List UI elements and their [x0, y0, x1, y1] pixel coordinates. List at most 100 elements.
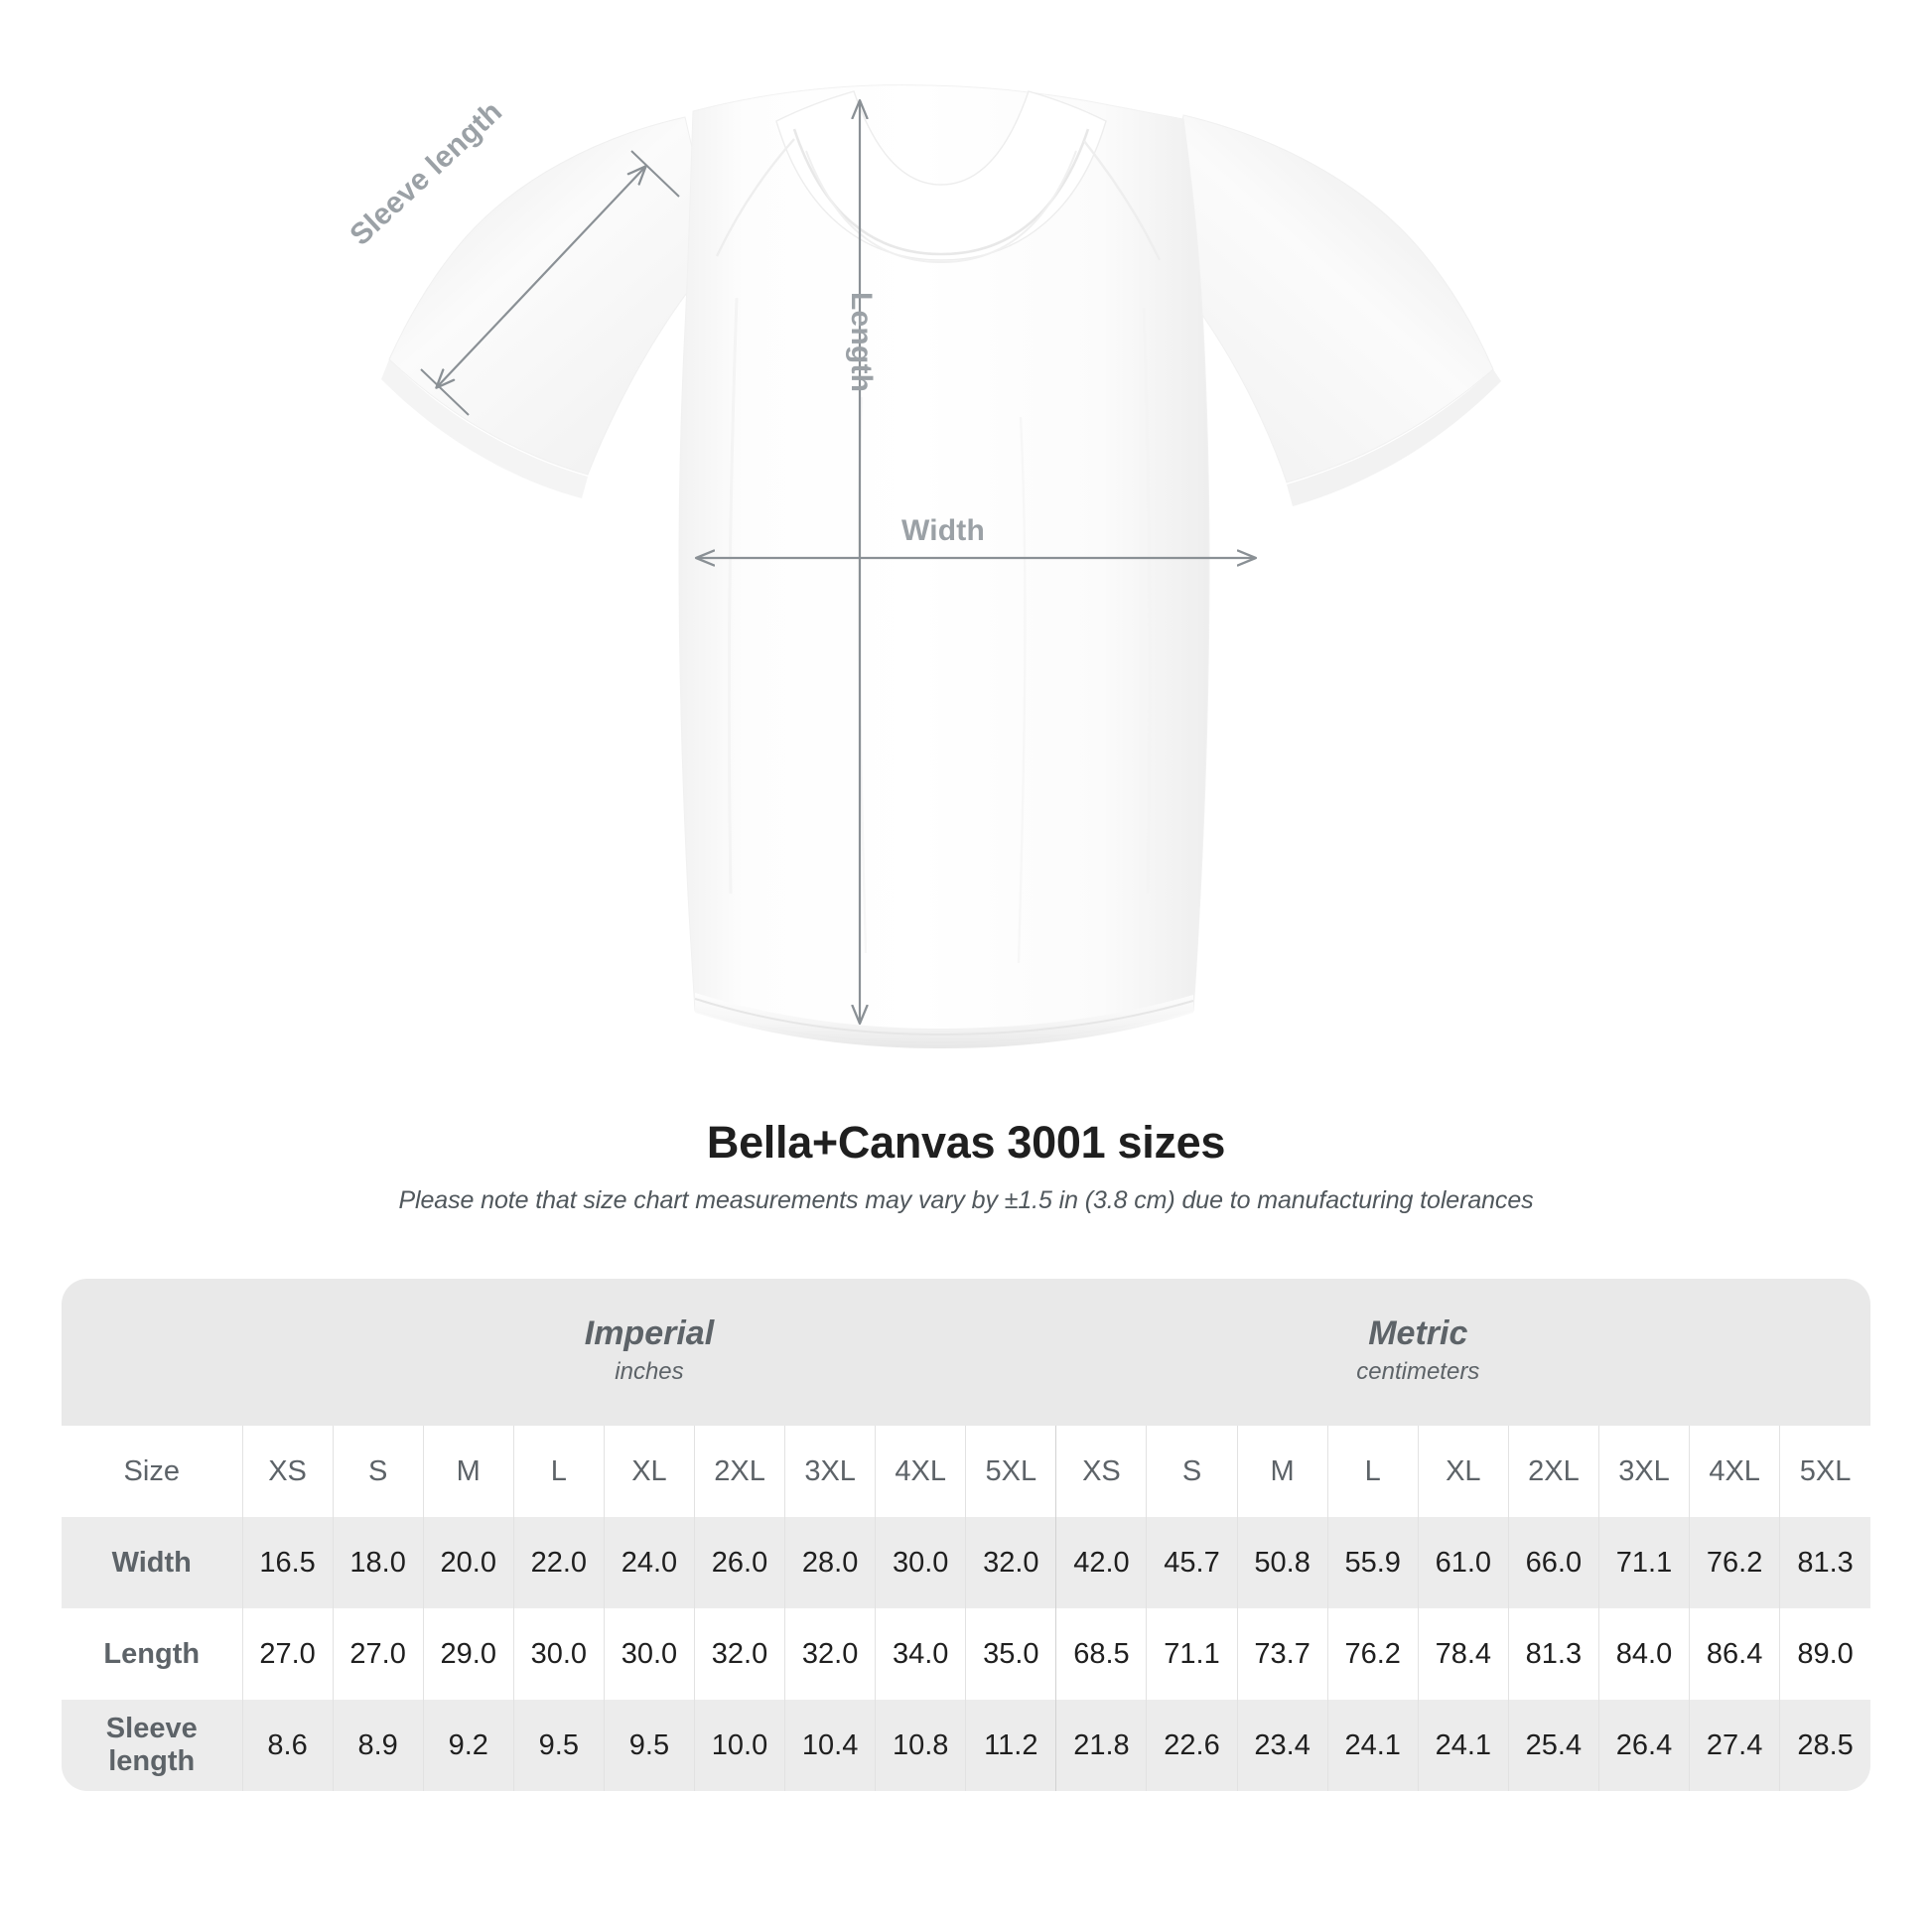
table-cell: 9.5 [603, 1700, 695, 1791]
table-cell: 50.8 [1236, 1517, 1328, 1608]
size-header-cell: XS [241, 1426, 334, 1517]
table-cell: 22.0 [512, 1517, 605, 1608]
size-header-cell: M [1236, 1426, 1328, 1517]
size-header-cell: S [332, 1426, 424, 1517]
size-header-cell: 4XL [875, 1426, 966, 1517]
table-cell: 9.2 [422, 1700, 514, 1791]
size-header-cell: 3XL [1597, 1426, 1690, 1517]
table-cell: 76.2 [1689, 1517, 1780, 1608]
table-cell: 26.0 [693, 1517, 785, 1608]
table-cell: 32.0 [965, 1517, 1056, 1608]
table-cell: 27.4 [1689, 1700, 1780, 1791]
heading-block: Bella+Canvas 3001 sizes Please note that… [0, 1117, 1932, 1215]
table-cell: 30.0 [875, 1517, 966, 1608]
table-cell: 24.1 [1417, 1700, 1509, 1791]
width-label: Width [901, 514, 986, 547]
size-header-cell: S [1146, 1426, 1238, 1517]
size-header-cell: 3XL [784, 1426, 876, 1517]
table-cell: 42.0 [1055, 1517, 1147, 1608]
size-header-cell: 4XL [1689, 1426, 1780, 1517]
table-cell: 81.3 [1507, 1608, 1599, 1700]
table-cell: 71.1 [1597, 1517, 1690, 1608]
table-cell: 89.0 [1779, 1608, 1870, 1700]
table-cell: 25.4 [1507, 1700, 1599, 1791]
size-header-cell: M [422, 1426, 514, 1517]
size-header-cell: L [1326, 1426, 1419, 1517]
table-cell: 24.0 [603, 1517, 695, 1608]
unit-group-imperial: Imperial inches [242, 1279, 1056, 1426]
unit-group-imperial-unit: inches [615, 1357, 684, 1385]
table-cell: 28.0 [784, 1517, 876, 1608]
table-cell: 32.0 [693, 1608, 785, 1700]
unit-group-row: Imperial inches Metric centimeters [62, 1279, 1870, 1426]
table-cell: 8.6 [241, 1700, 334, 1791]
table-cell: 78.4 [1417, 1608, 1509, 1700]
table-cell: 81.3 [1779, 1517, 1870, 1608]
unit-row-end-spacer [1779, 1279, 1870, 1426]
table-cell: 66.0 [1507, 1517, 1599, 1608]
table-cell: 34.0 [875, 1608, 966, 1700]
size-header-cell: XS [1055, 1426, 1147, 1517]
table-cell: 18.0 [332, 1517, 424, 1608]
table-cell: 32.0 [784, 1608, 876, 1700]
size-header-cell: XL [603, 1426, 695, 1517]
size-chart-table: Imperial inches Metric centimeters Size … [62, 1279, 1870, 1791]
unit-group-metric-unit: centimeters [1356, 1357, 1480, 1385]
size-header-cell: XL [1417, 1426, 1509, 1517]
table-cell: 23.4 [1236, 1700, 1328, 1791]
unit-group-metric-name: Metric [1368, 1314, 1468, 1353]
row-label: Width [62, 1517, 243, 1608]
table-cell: 30.0 [512, 1608, 605, 1700]
table-cell: 10.8 [875, 1700, 966, 1791]
table-cell: 26.4 [1597, 1700, 1690, 1791]
table-cell: 29.0 [422, 1608, 514, 1700]
table-cell: 11.2 [965, 1700, 1056, 1791]
table-cell: 71.1 [1146, 1608, 1238, 1700]
tshirt-diagram [381, 84, 1501, 1048]
row-label: Length [62, 1608, 243, 1700]
table-cell: 30.0 [603, 1608, 695, 1700]
page-subtitle: Please note that size chart measurements… [398, 1186, 1534, 1214]
size-header-cell: 2XL [1507, 1426, 1599, 1517]
table-cell: 61.0 [1417, 1517, 1509, 1608]
garment-illustration: Sleeve length Length Width [344, 84, 1501, 1048]
table-cell: 84.0 [1597, 1608, 1690, 1700]
table-cell: 27.0 [241, 1608, 334, 1700]
table-cell: 10.0 [693, 1700, 785, 1791]
size-table-wrapper: Imperial inches Metric centimeters Size … [62, 1279, 1870, 1791]
table-cell: 35.0 [965, 1608, 1056, 1700]
unit-group-imperial-name: Imperial [584, 1314, 715, 1353]
table-cell: 55.9 [1326, 1517, 1419, 1608]
size-header-cell: 5XL [965, 1426, 1056, 1517]
size-header-label: Size [62, 1426, 243, 1517]
table-cell: 86.4 [1689, 1608, 1780, 1700]
table-cell: 8.9 [332, 1700, 424, 1791]
table-cell: 22.6 [1146, 1700, 1238, 1791]
unit-group-metric: Metric centimeters [1055, 1279, 1780, 1426]
size-header-cell: 5XL [1779, 1426, 1870, 1517]
table-cell: 24.1 [1326, 1700, 1419, 1791]
row-label: Sleeve length [62, 1700, 243, 1791]
size-header-cell: 2XL [693, 1426, 785, 1517]
sleeve-dimension-arrow [420, 150, 680, 416]
unit-row-spacer [62, 1279, 243, 1426]
table-cell: 27.0 [332, 1608, 424, 1700]
table-row: Width 16.5 18.0 20.0 22.0 24.0 26.0 28.0… [62, 1517, 1870, 1608]
page-title: Bella+Canvas 3001 sizes [706, 1117, 1226, 1168]
size-header-cell: L [512, 1426, 605, 1517]
table-cell: 20.0 [422, 1517, 514, 1608]
table-cell: 10.4 [784, 1700, 876, 1791]
table-cell: 68.5 [1055, 1608, 1147, 1700]
table-cell: 21.8 [1055, 1700, 1147, 1791]
table-cell: 76.2 [1326, 1608, 1419, 1700]
table-cell: 9.5 [512, 1700, 605, 1791]
tshirt-body-shape [381, 84, 1501, 1048]
table-row: Length 27.0 27.0 29.0 30.0 30.0 32.0 32.… [62, 1608, 1870, 1700]
table-cell: 28.5 [1779, 1700, 1870, 1791]
table-cell: 16.5 [241, 1517, 334, 1608]
table-cell: 45.7 [1146, 1517, 1238, 1608]
length-label: Length [845, 292, 878, 393]
table-row: Sleeve length 8.6 8.9 9.2 9.5 9.5 10.0 1… [62, 1700, 1870, 1791]
size-header-row: Size XS S M L XL 2XL 3XL 4XL 5XL XS S M … [62, 1426, 1870, 1517]
